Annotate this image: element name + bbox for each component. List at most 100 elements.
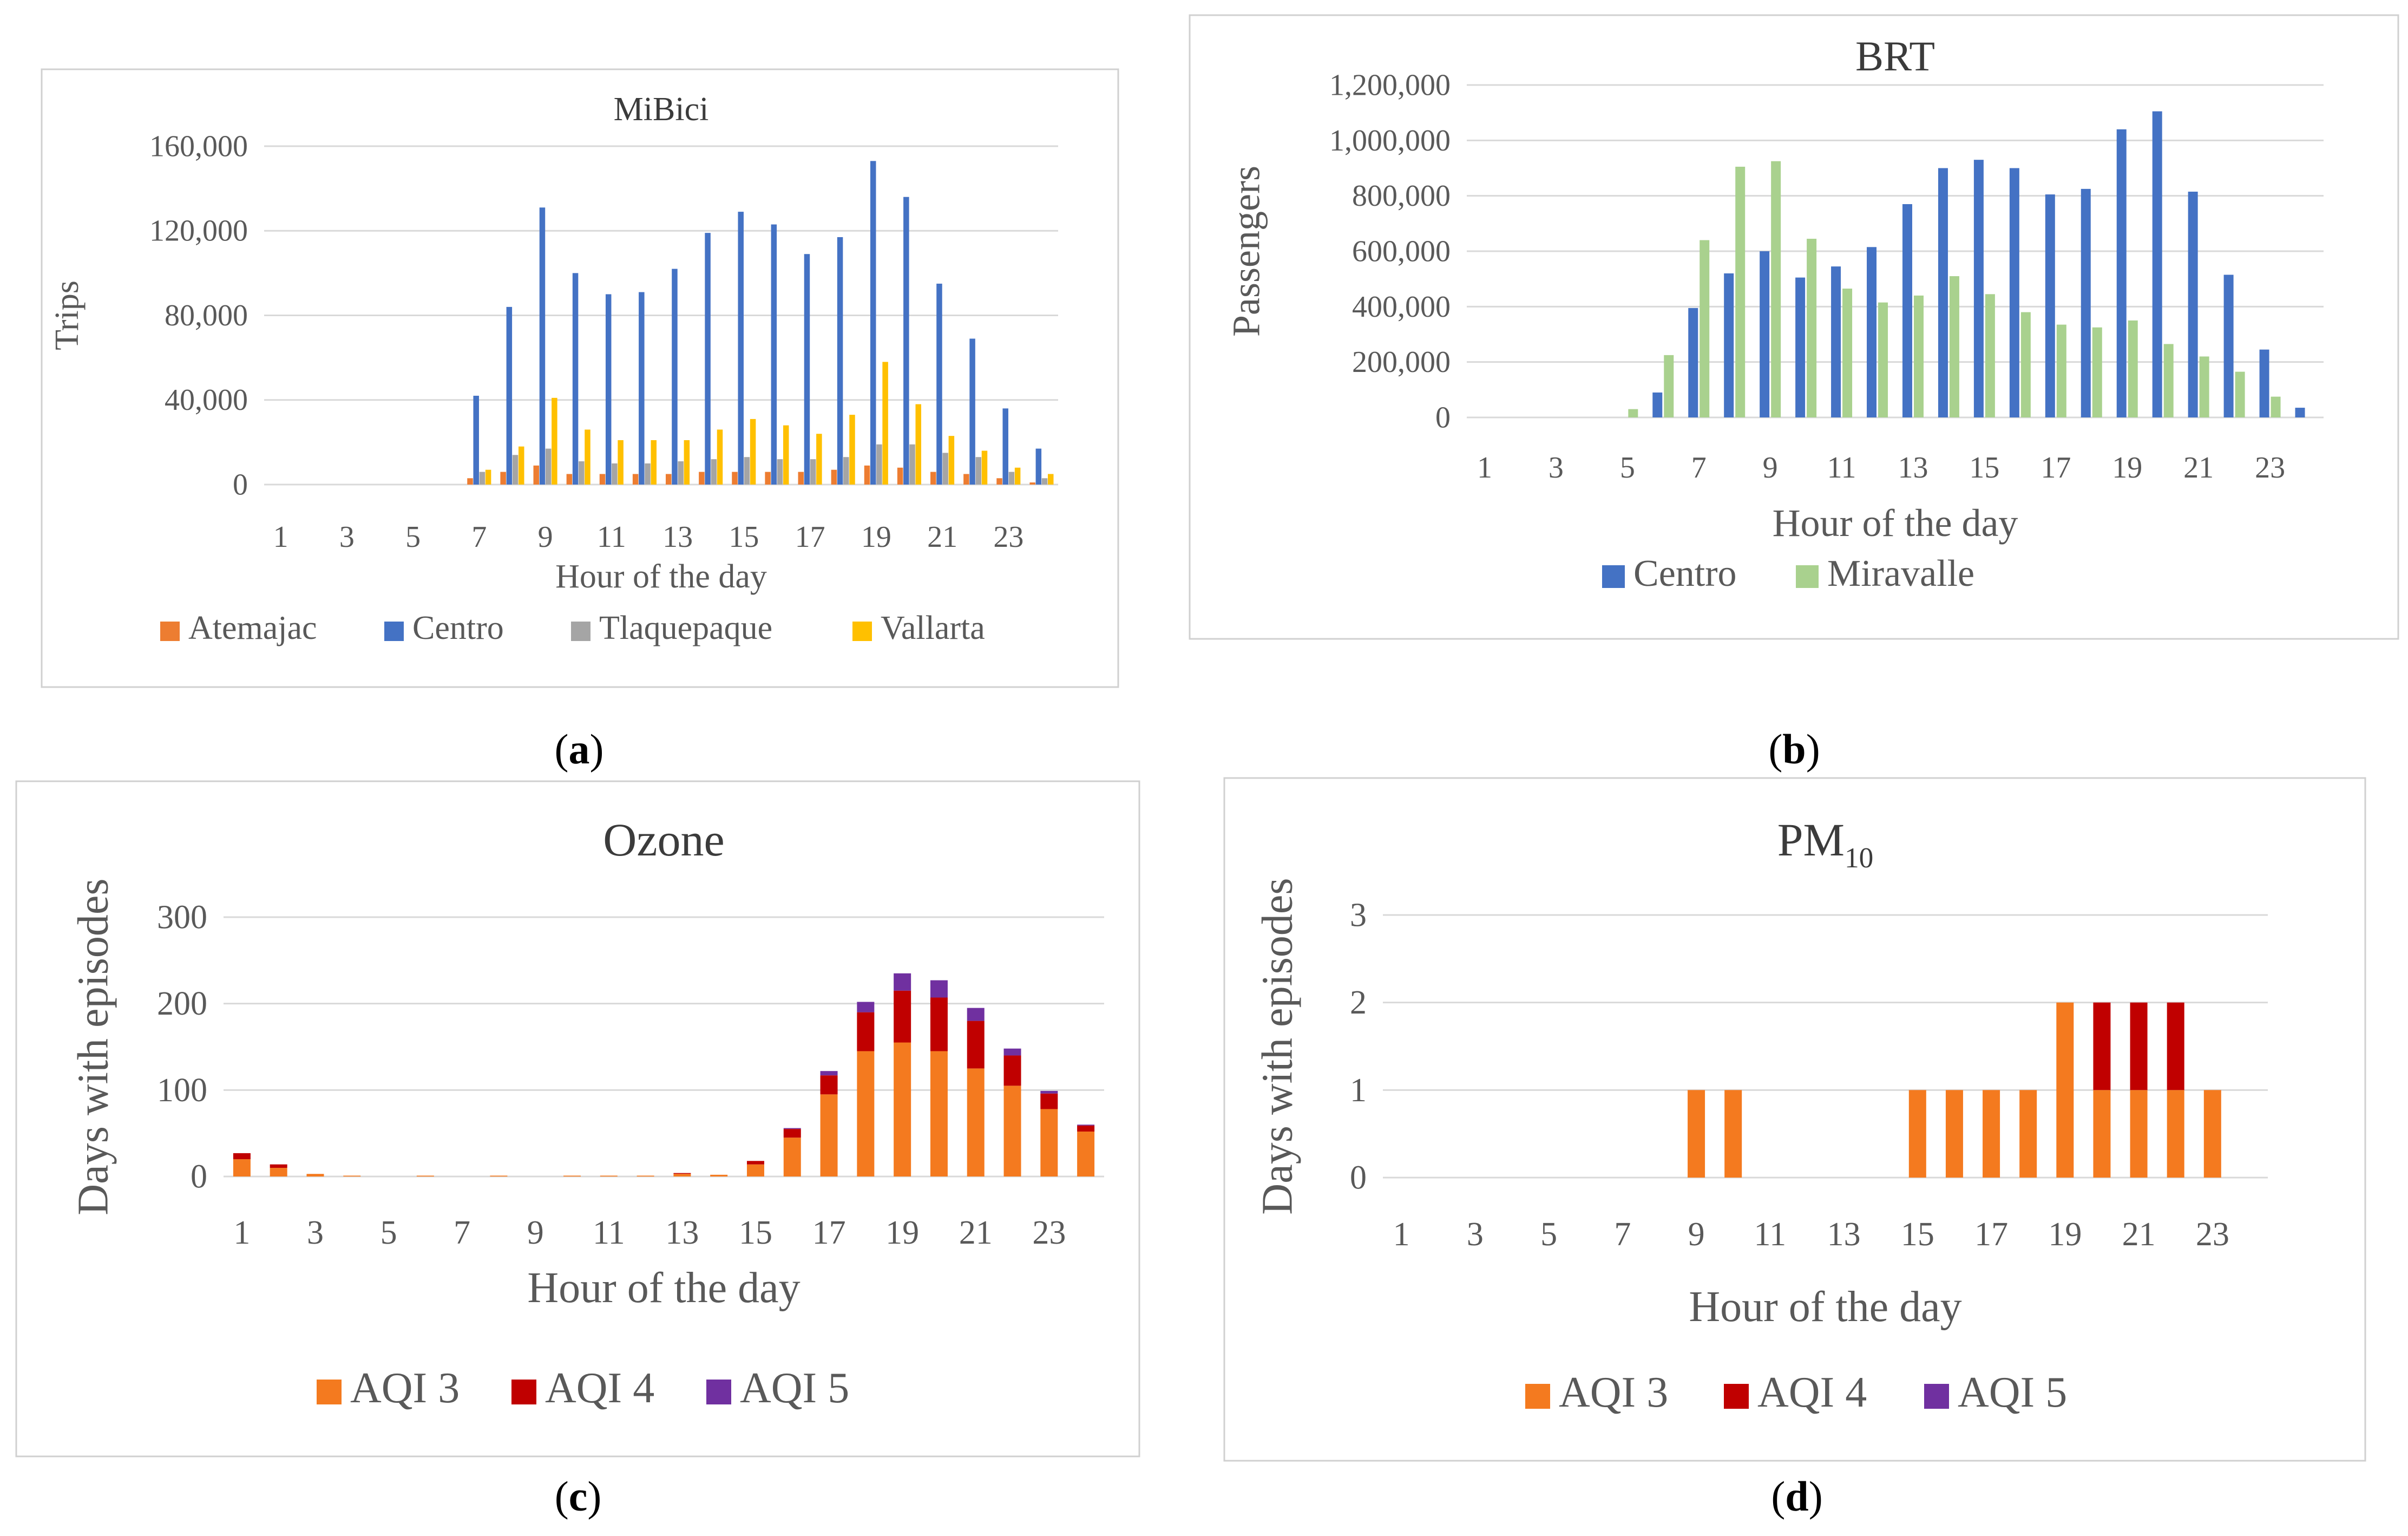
bar-tlaquepaque-hour-9 [545, 448, 552, 485]
bar-aqi3-hour-14 [710, 1174, 728, 1176]
x-tick-label: 15 [1969, 451, 1999, 485]
bar-miravalle-hour-9 [1771, 161, 1781, 417]
x-tick-label: 13 [662, 520, 693, 554]
bar-aqi3-hour-23 [1040, 1109, 1058, 1176]
panel-label-open: ( [555, 1473, 569, 1520]
bar-aqi3-hour-15 [1908, 1090, 1926, 1178]
legend-swatch-aqi4 [1724, 1384, 1749, 1409]
bar-tlaquepaque-hour-21 [942, 453, 948, 485]
legend-swatch-aqi4 [511, 1380, 536, 1404]
bar-centro-hour-6 [1652, 392, 1663, 417]
bar-centro-hour-24 [1035, 448, 1042, 485]
x-tick-label: 23 [2196, 1216, 2229, 1253]
bar-centro-hour-10 [1795, 277, 1806, 417]
bar-atemajac-hour-19 [864, 465, 870, 485]
x-tick-label: 21 [959, 1214, 993, 1251]
bar-centro-hour-20 [2152, 111, 2162, 417]
chart-title-sub: 10 [1845, 841, 1873, 874]
bar-tlaquepaque-hour-11 [612, 463, 618, 485]
bar-tlaquepaque-hour-20 [909, 444, 915, 485]
x-tick-label: 17 [1974, 1216, 2008, 1253]
x-tick-label: 11 [1827, 451, 1856, 485]
bar-atemajac-hour-22 [963, 474, 969, 485]
legend-label: AQI 5 [740, 1364, 849, 1412]
panel-label-close: ) [590, 725, 604, 773]
legend: AQI 3 AQI 4 AQI 5 [317, 1364, 849, 1412]
bar-atemajac-hour-14 [699, 472, 705, 485]
panel-label-close: ) [1809, 1473, 1823, 1520]
x-tick-label: 23 [1032, 1214, 1066, 1251]
x-tick-label: 13 [665, 1214, 699, 1251]
y-tick-label: 0 [191, 1158, 207, 1195]
bar-vallarta-hour-20 [915, 404, 921, 485]
bar-vallarta-hour-24 [1047, 474, 1054, 485]
bar-aqi5-hour-24 [1077, 1125, 1095, 1126]
bar-aqi5-hour-17 [820, 1071, 838, 1076]
legend-swatch-atemajac [160, 622, 180, 641]
x-tick-label: 15 [1901, 1216, 1934, 1253]
bar-aqi4-hour-16 [783, 1129, 801, 1138]
bar-vallarta-hour-7 [485, 469, 491, 485]
bar-centro-hour-14 [705, 233, 711, 485]
panel-label-letter: c [569, 1473, 588, 1520]
legend-label: AQI 3 [1559, 1369, 1668, 1416]
legend-swatch-aqi3 [1525, 1384, 1550, 1409]
chart-title: PM10 [1777, 814, 1874, 874]
x-tick-label: 19 [2112, 451, 2142, 485]
chart-b: BRT 0 200,000 400,000 600,000 800,000 1,000,00… [1189, 14, 2399, 640]
bar-centro-hour-16 [2009, 168, 2019, 417]
y-tick-label: 0 [1435, 401, 1451, 434]
bar-tlaquepaque-hour-24 [1041, 478, 1048, 485]
bar-aqi3-hour-19 [894, 1042, 911, 1176]
bar-aqi4-hour-2 [270, 1164, 287, 1168]
bar-atemajac-hour-12 [632, 474, 639, 485]
x-tick-label: 15 [739, 1214, 772, 1251]
bar-centro-hour-12 [1867, 247, 1877, 417]
y-tick-label: 3 [1350, 897, 1367, 933]
bar-aqi3-hour-18 [2019, 1090, 2037, 1178]
y-tick-label: 200,000 [1352, 345, 1451, 379]
bar-vallarta-hour-22 [981, 450, 988, 485]
bar-atemajac-hour-8 [500, 472, 506, 485]
bar-vallarta-hour-8 [518, 446, 524, 485]
legend-swatch-centro [384, 622, 404, 641]
bar-aqi4-hour-22 [1003, 1055, 1021, 1086]
legend-label: Centro [412, 610, 504, 646]
bar-atemajac-hour-13 [666, 474, 672, 485]
bars [1688, 1002, 2221, 1178]
bar-centro-hour-19 [2116, 129, 2127, 417]
legend: Atemajac Centro Tlaquepaque Vallarta [160, 610, 985, 646]
x-tick-label: 21 [2122, 1216, 2156, 1253]
bar-tlaquepaque-hour-7 [479, 472, 485, 485]
bar-miravalle-hour-17 [2056, 324, 2066, 417]
bar-centro-hour-13 [1902, 204, 1912, 417]
panel-label-close: ) [587, 1473, 601, 1520]
legend-label: Tlaquepaque [599, 610, 772, 646]
x-tick-label: 19 [861, 520, 891, 554]
legend-swatch-miravalle [1796, 565, 1819, 588]
bar-centro-hour-7 [473, 395, 479, 485]
x-tick-label: 5 [380, 1214, 397, 1251]
bar-tlaquepaque-hour-22 [975, 457, 982, 485]
bar-centro-hour-22 [2223, 274, 2234, 417]
bar-aqi4-hour-21 [967, 1021, 985, 1069]
x-tick-label: 7 [471, 520, 487, 554]
bar-aqi3-hour-13 [673, 1174, 691, 1176]
x-tick-label: 23 [993, 520, 1023, 554]
x-tick-label: 1 [233, 1214, 250, 1251]
y-tick-label: 100 [157, 1072, 207, 1109]
bar-miravalle-hour-16 [2020, 312, 2031, 417]
bar-aqi4-hour-20 [2093, 1002, 2111, 1090]
chart-title: BRT [1855, 32, 1935, 80]
bar-aqi3-hour-21 [2130, 1090, 2148, 1178]
bar-atemajac-hour-17 [798, 472, 804, 485]
x-axis-label: Hour of the day [527, 1264, 800, 1312]
x-tick-label: 21 [927, 520, 957, 554]
bar-centro-hour-11 [1831, 266, 1841, 417]
x-tick-label: 13 [1827, 1216, 1861, 1253]
chart-title: Ozone [603, 814, 724, 866]
legend-label: AQI 4 [545, 1364, 654, 1412]
y-tick-label: 0 [1350, 1159, 1367, 1196]
legend: AQI 3 AQI 4 AQI 5 [1525, 1369, 2067, 1416]
bar-miravalle-hour-22 [2235, 371, 2245, 417]
